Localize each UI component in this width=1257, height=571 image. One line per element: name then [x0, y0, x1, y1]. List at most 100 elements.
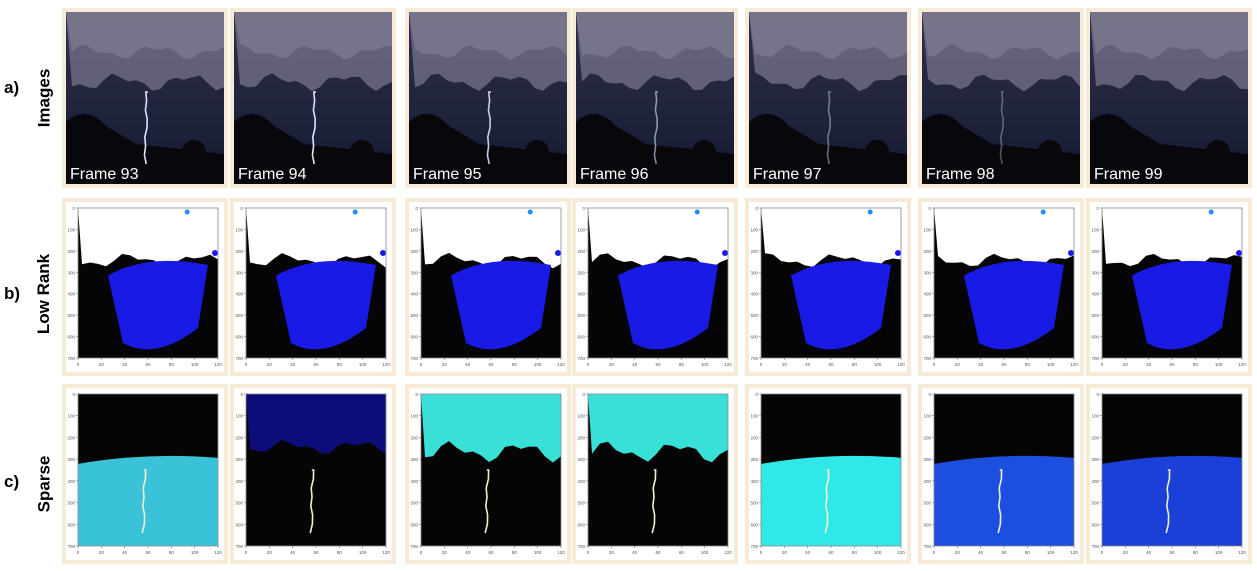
x-tick-label: 80 [512, 550, 518, 555]
x-tick-label: 40 [978, 362, 984, 367]
x-tick-label: 20 [955, 550, 961, 555]
x-tick-label: 0 [77, 550, 80, 555]
y-tick-label: 600 [923, 335, 931, 340]
y-tick-label: 400 [235, 479, 243, 484]
y-tick-label: 0 [415, 206, 418, 211]
x-tick-label: 60 [655, 550, 661, 555]
x-tick-label: 60 [1169, 362, 1175, 367]
sparse-panel: 0 100 200 300 400 500 600 700 0 20 40 60 80 100 120 [230, 384, 396, 564]
x-tick-label: 120 [557, 362, 565, 367]
y-tick-label: 100 [410, 414, 418, 419]
y-tick-label: 100 [67, 227, 75, 232]
y-tick-label: 500 [1091, 501, 1099, 506]
y-tick-label: 700 [577, 544, 585, 549]
frame-label: Frame 95 [413, 166, 482, 183]
y-tick-label: 700 [235, 356, 243, 361]
sparse-panel: 0 100 200 300 400 500 600 700 0 20 40 60 80 100 120 [918, 384, 1084, 564]
image-panel: Frame 99 [1086, 8, 1252, 188]
y-tick-label: 100 [1091, 414, 1099, 419]
x-tick-label: 40 [465, 362, 471, 367]
x-tick-label: 0 [1101, 550, 1104, 555]
x-tick-label: 100 [874, 362, 882, 367]
x-tick-label: 120 [1238, 550, 1246, 555]
y-tick-label: 400 [235, 292, 243, 297]
y-tick-label: 300 [410, 457, 418, 462]
y-tick-label: 100 [923, 227, 931, 232]
y-tick-label: 200 [577, 435, 585, 440]
x-tick-label: 100 [701, 550, 709, 555]
y-tick-label: 200 [67, 435, 75, 440]
panel-image [409, 12, 567, 184]
x-tick-label: 80 [1193, 550, 1199, 555]
x-tick-label: 100 [534, 362, 542, 367]
x-tick-label: 60 [145, 550, 151, 555]
y-tick-label: 200 [235, 435, 243, 440]
y-tick-label: 700 [577, 356, 585, 361]
y-tick-label: 0 [755, 206, 758, 211]
y-tick-label: 700 [410, 356, 418, 361]
y-tick-label: 200 [410, 249, 418, 254]
y-tick-label: 400 [1091, 479, 1099, 484]
y-tick-label: 500 [67, 501, 75, 506]
frame-label: Frame 98 [926, 166, 995, 183]
x-tick-label: 120 [382, 550, 390, 555]
row-letter: c) [4, 472, 20, 491]
x-tick-label: 40 [978, 550, 984, 555]
x-tick-label: 120 [214, 362, 222, 367]
row-label-sparse: c) Sparse [0, 384, 68, 564]
y-tick-label: 500 [750, 501, 758, 506]
y-tick-label: 400 [923, 479, 931, 484]
x-tick-label: 20 [955, 362, 961, 367]
x-tick-label: 40 [290, 362, 296, 367]
x-tick-label: 80 [852, 362, 858, 367]
y-tick-label: 200 [923, 435, 931, 440]
x-tick-label: 100 [359, 362, 367, 367]
x-tick-label: 0 [245, 550, 248, 555]
y-tick-label: 100 [577, 227, 585, 232]
y-tick-label: 300 [67, 270, 75, 275]
image-panel: Frame 93 [62, 8, 228, 188]
y-tick-label: 0 [582, 392, 585, 397]
y-tick-label: 0 [240, 206, 243, 211]
x-tick-label: 120 [557, 550, 565, 555]
y-tick-label: 400 [67, 292, 75, 297]
panel-image [922, 12, 1080, 184]
panel-image [576, 12, 734, 184]
y-tick-label: 700 [1091, 544, 1099, 549]
low-rank-panel: 0 100 200 300 400 500 600 700 0 20 40 60 80 100 120 [230, 198, 396, 376]
x-tick-label: 20 [99, 362, 105, 367]
y-tick-label: 500 [1091, 313, 1099, 318]
row-label-low-rank: b) Low Rank [0, 198, 68, 376]
x-tick-label: 100 [874, 550, 882, 555]
x-tick-label: 20 [609, 362, 615, 367]
frame-label: Frame 97 [753, 166, 822, 183]
y-tick-label: 500 [923, 313, 931, 318]
y-tick-label: 0 [1096, 392, 1099, 397]
x-tick-label: 20 [442, 362, 448, 367]
y-tick-label: 0 [928, 206, 931, 211]
y-tick-label: 100 [67, 414, 75, 419]
image-panel: Frame 94 [230, 8, 396, 188]
x-tick-label: 120 [1070, 550, 1078, 555]
y-tick-label: 400 [1091, 292, 1099, 297]
x-tick-label: 0 [420, 550, 423, 555]
y-tick-label: 500 [577, 501, 585, 506]
y-tick-label: 700 [750, 544, 758, 549]
x-tick-label: 120 [214, 550, 222, 555]
y-tick-label: 0 [1096, 206, 1099, 211]
y-tick-label: 200 [750, 435, 758, 440]
x-tick-label: 120 [1238, 362, 1246, 367]
x-tick-label: 80 [1025, 550, 1031, 555]
x-tick-label: 20 [782, 550, 788, 555]
y-tick-label: 700 [750, 356, 758, 361]
y-tick-label: 600 [577, 335, 585, 340]
